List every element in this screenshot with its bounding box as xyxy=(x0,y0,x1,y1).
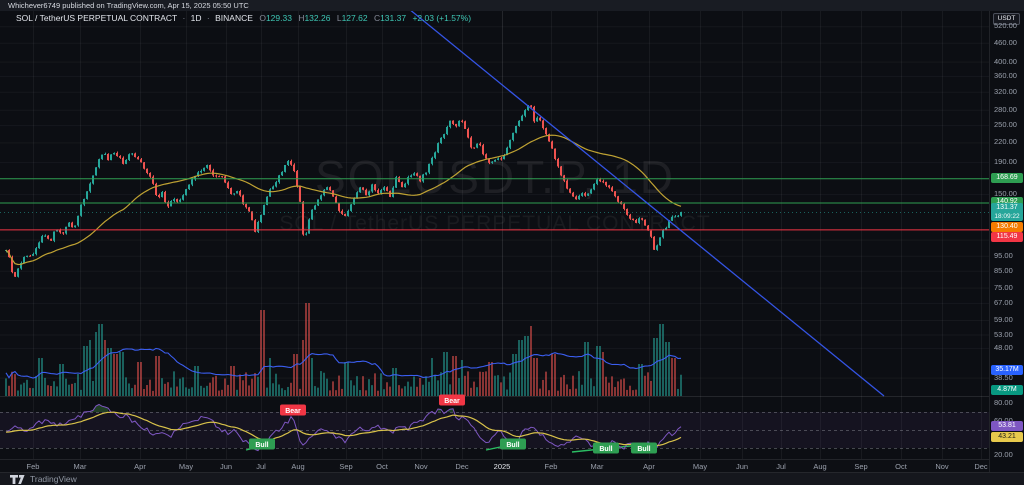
axis-tick-label: 280.00 xyxy=(994,104,1017,114)
time-axis-label: 2025 xyxy=(493,462,511,471)
interval-label[interactable]: 1D xyxy=(190,13,202,23)
svg-text:Bear: Bear xyxy=(444,398,460,405)
open-value: 129.33 xyxy=(265,13,292,23)
time-axis-label: Oct xyxy=(376,462,388,471)
price-axis[interactable]: USDT 520.00 460.00 400.00 360.00 320.00 280.0… xyxy=(989,0,1024,472)
symbol-legend: SOL / TetherUS PERPETUAL CONTRACT · 1D ·… xyxy=(16,13,471,23)
price-badge: 168.69 xyxy=(991,173,1023,183)
svg-text:Bear: Bear xyxy=(285,408,301,415)
axis-tick-label: 59.00 xyxy=(994,315,1013,325)
axis-tick-label: 360.00 xyxy=(994,70,1017,80)
time-axis-label: Nov xyxy=(414,462,428,471)
svg-text:Bull: Bull xyxy=(255,442,268,449)
time-axis-label: Feb xyxy=(544,462,558,471)
axis-tick-label: 75.00 xyxy=(994,282,1013,292)
time-axis-label: May xyxy=(178,462,194,471)
tradingview-logo-icon[interactable] xyxy=(10,474,25,485)
axis-tick-label: 20.00 xyxy=(994,450,1013,459)
low-value: 127.62 xyxy=(341,13,368,23)
price-badge: 130.40 xyxy=(991,222,1023,232)
axis-tick-label: 400.00 xyxy=(994,56,1017,66)
axis-tick-label: 85.00 xyxy=(994,265,1013,275)
axis-tick-label: 53.00 xyxy=(994,329,1013,339)
legend-separator: · xyxy=(206,13,210,23)
time-axis-label: Aug xyxy=(291,462,305,471)
open-label: O xyxy=(259,13,266,23)
axis-tick-label: 38.50 xyxy=(994,372,1013,382)
axis-tick-label: 460.00 xyxy=(994,37,1017,47)
price-badge: 140.92 xyxy=(991,197,1023,207)
axis-tick-label: 95.00 xyxy=(994,250,1013,260)
axis-tick-label: 60.00 xyxy=(990,417,1024,425)
close-label: C xyxy=(373,13,381,23)
time-axis-label: Jul xyxy=(776,462,786,471)
axis-tick-label: 67.00 xyxy=(994,297,1013,307)
publish-banner-text: Whichever6749 published on TradingView.c… xyxy=(8,1,249,10)
exchange-label: BINANCE xyxy=(215,13,253,23)
time-axis-label: Sep xyxy=(339,462,353,471)
time-axis-label: Apr xyxy=(643,462,655,471)
time-axis-label: Oct xyxy=(895,462,907,471)
price-badge: 43.21 xyxy=(991,432,1023,442)
svg-text:Bull: Bull xyxy=(506,442,519,449)
price-badge: 131.37 18:09:22 xyxy=(991,203,1023,221)
axis-tick-label: 320.00 xyxy=(994,86,1017,96)
high-label: H xyxy=(298,13,305,23)
price-badge: 35.17M xyxy=(991,365,1023,375)
axis-tick-label: 80.00 xyxy=(994,398,1013,407)
time-axis-label: Jun xyxy=(219,462,233,471)
change-value: +2.03 (+1.57%) xyxy=(412,13,472,23)
bottom-toolbar: TradingView xyxy=(0,472,1024,485)
chart-canvas[interactable]: Bear Bear Bull Bull Bull Bull xyxy=(0,0,990,459)
axis-tick-label: 48.00 xyxy=(994,342,1013,352)
low-label: L xyxy=(336,13,342,23)
axis-tick-label: 150.00 xyxy=(994,189,1017,199)
time-axis-label: Mar xyxy=(73,462,87,471)
close-value: 131.37 xyxy=(380,13,407,23)
svg-text:Bull: Bull xyxy=(637,446,650,453)
axis-tick-label: 520.00 xyxy=(994,21,1017,31)
time-axis-label: Dec xyxy=(974,462,988,471)
price-badge: 53.81 xyxy=(991,421,1023,431)
price-badge: 4.87M xyxy=(991,385,1023,395)
time-axis-label: Jun xyxy=(735,462,749,471)
countdown-timer: 18:09:22 xyxy=(994,213,1020,220)
axis-tick-label: 190.00 xyxy=(994,157,1017,167)
symbol-title[interactable]: SOL / TetherUS PERPETUAL CONTRACT xyxy=(16,13,178,23)
time-axis-label: Aug xyxy=(813,462,827,471)
time-axis[interactable]: Feb Mar Apr May Jun Jul Aug Sep Oct Nov Dec 2025 Feb… xyxy=(0,459,1024,473)
currency-unit-button[interactable]: USDT xyxy=(993,13,1020,25)
time-axis-label: Jul xyxy=(256,462,266,471)
time-axis-label: Mar xyxy=(590,462,604,471)
axis-tick-label: 220.00 xyxy=(994,137,1017,147)
legend-separator: · xyxy=(182,13,186,23)
high-value: 132.26 xyxy=(304,13,331,23)
publish-banner: Whichever6749 published on TradingView.c… xyxy=(0,0,1024,11)
svg-text:Bull: Bull xyxy=(599,446,612,453)
price-badge: 115.49 xyxy=(991,232,1023,242)
axis-tick-label: 250.00 xyxy=(994,120,1017,130)
tradingview-brand-text[interactable]: TradingView xyxy=(30,474,77,484)
time-axis-label: Nov xyxy=(935,462,949,471)
time-axis-label: Sep xyxy=(854,462,868,471)
time-axis-label: Dec xyxy=(455,462,469,471)
time-axis-label: Feb xyxy=(26,462,40,471)
time-axis-label: May xyxy=(692,462,708,471)
time-axis-label: Apr xyxy=(134,462,146,471)
